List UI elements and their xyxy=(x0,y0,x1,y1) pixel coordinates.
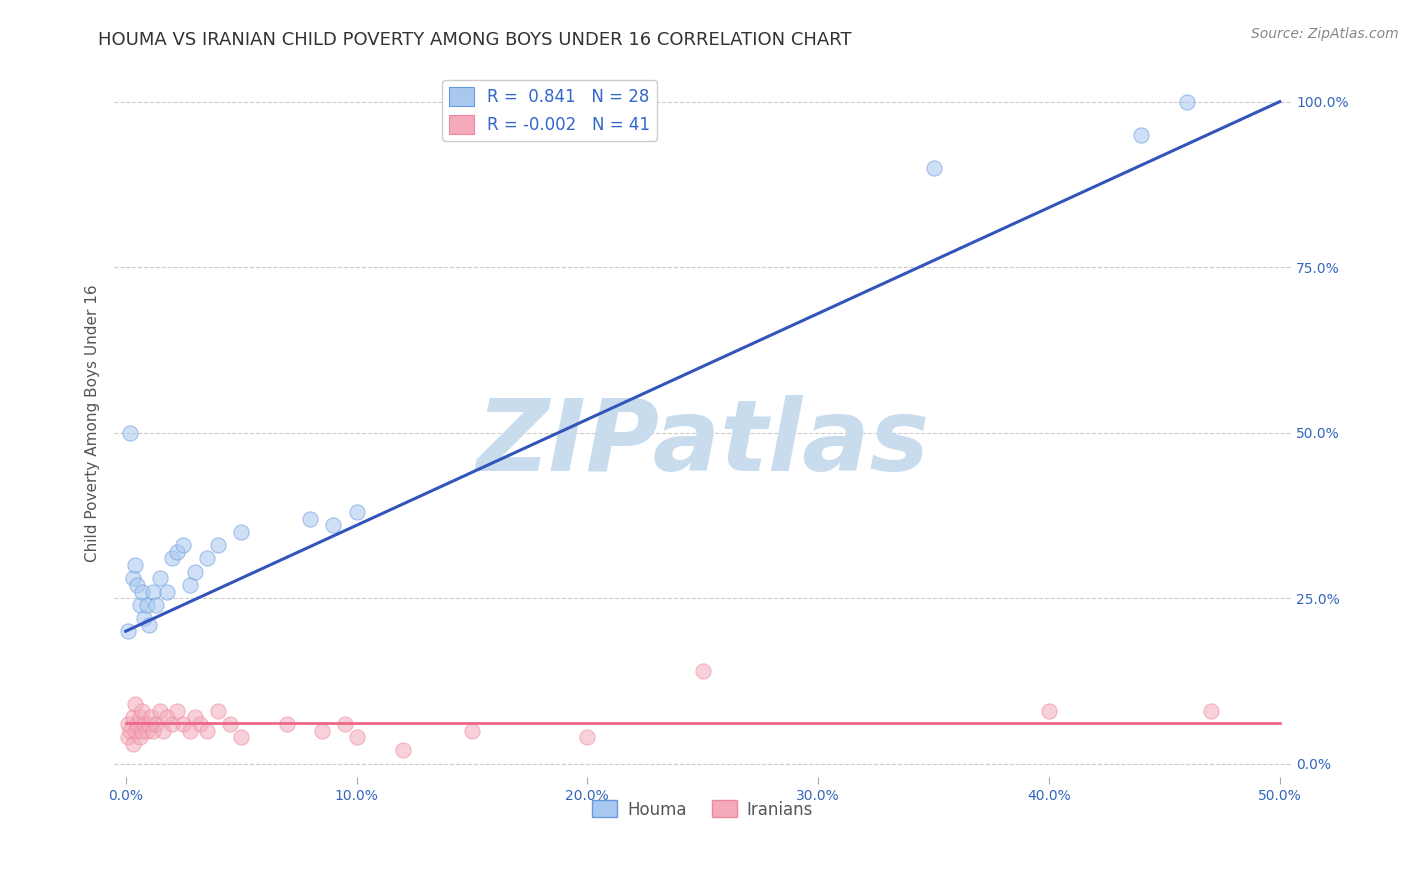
Legend: Houma, Iranians: Houma, Iranians xyxy=(586,794,820,825)
Point xyxy=(117,624,139,639)
Point xyxy=(160,551,183,566)
Point xyxy=(1177,95,1199,109)
Point xyxy=(124,723,146,738)
Point xyxy=(179,723,201,738)
Point xyxy=(166,545,188,559)
Point xyxy=(120,425,142,440)
Point xyxy=(311,723,333,738)
Point xyxy=(139,710,162,724)
Point xyxy=(145,717,167,731)
Point xyxy=(138,717,160,731)
Text: HOUMA VS IRANIAN CHILD POVERTY AMONG BOYS UNDER 16 CORRELATION CHART: HOUMA VS IRANIAN CHILD POVERTY AMONG BOY… xyxy=(98,31,852,49)
Point xyxy=(299,511,322,525)
Point xyxy=(195,723,218,738)
Point xyxy=(121,737,143,751)
Point xyxy=(922,161,945,175)
Point xyxy=(121,571,143,585)
Point xyxy=(166,704,188,718)
Point xyxy=(184,565,207,579)
Point xyxy=(1130,128,1153,142)
Point xyxy=(207,538,229,552)
Point xyxy=(692,664,714,678)
Point xyxy=(127,717,149,731)
Point xyxy=(184,710,207,724)
Point xyxy=(131,584,153,599)
Point xyxy=(128,710,150,724)
Point xyxy=(461,723,484,738)
Point xyxy=(117,730,139,744)
Point xyxy=(128,730,150,744)
Point xyxy=(346,505,368,519)
Point xyxy=(231,524,253,539)
Point xyxy=(156,584,179,599)
Point xyxy=(188,717,211,731)
Point xyxy=(127,578,149,592)
Point xyxy=(149,571,172,585)
Point xyxy=(142,584,165,599)
Point xyxy=(218,717,240,731)
Point xyxy=(160,717,183,731)
Point xyxy=(121,710,143,724)
Point xyxy=(134,611,156,625)
Point xyxy=(120,723,142,738)
Point xyxy=(124,558,146,572)
Point xyxy=(128,598,150,612)
Y-axis label: Child Poverty Among Boys Under 16: Child Poverty Among Boys Under 16 xyxy=(86,284,100,561)
Point xyxy=(1199,704,1222,718)
Point xyxy=(231,730,253,744)
Point xyxy=(138,617,160,632)
Point xyxy=(207,704,229,718)
Point xyxy=(135,598,157,612)
Point xyxy=(322,518,344,533)
Point xyxy=(142,723,165,738)
Point xyxy=(391,743,413,757)
Text: ZIPatlas: ZIPatlas xyxy=(477,395,929,492)
Point xyxy=(276,717,298,731)
Point xyxy=(156,710,179,724)
Point xyxy=(576,730,599,744)
Point xyxy=(1038,704,1060,718)
Text: Source: ZipAtlas.com: Source: ZipAtlas.com xyxy=(1251,27,1399,41)
Point xyxy=(172,538,194,552)
Point xyxy=(131,723,153,738)
Point xyxy=(172,717,194,731)
Point xyxy=(333,717,356,731)
Point xyxy=(149,704,172,718)
Point xyxy=(135,723,157,738)
Point xyxy=(145,598,167,612)
Point xyxy=(134,717,156,731)
Point xyxy=(131,704,153,718)
Point xyxy=(179,578,201,592)
Point xyxy=(195,551,218,566)
Point xyxy=(117,717,139,731)
Point xyxy=(346,730,368,744)
Point xyxy=(152,723,174,738)
Point xyxy=(124,697,146,711)
